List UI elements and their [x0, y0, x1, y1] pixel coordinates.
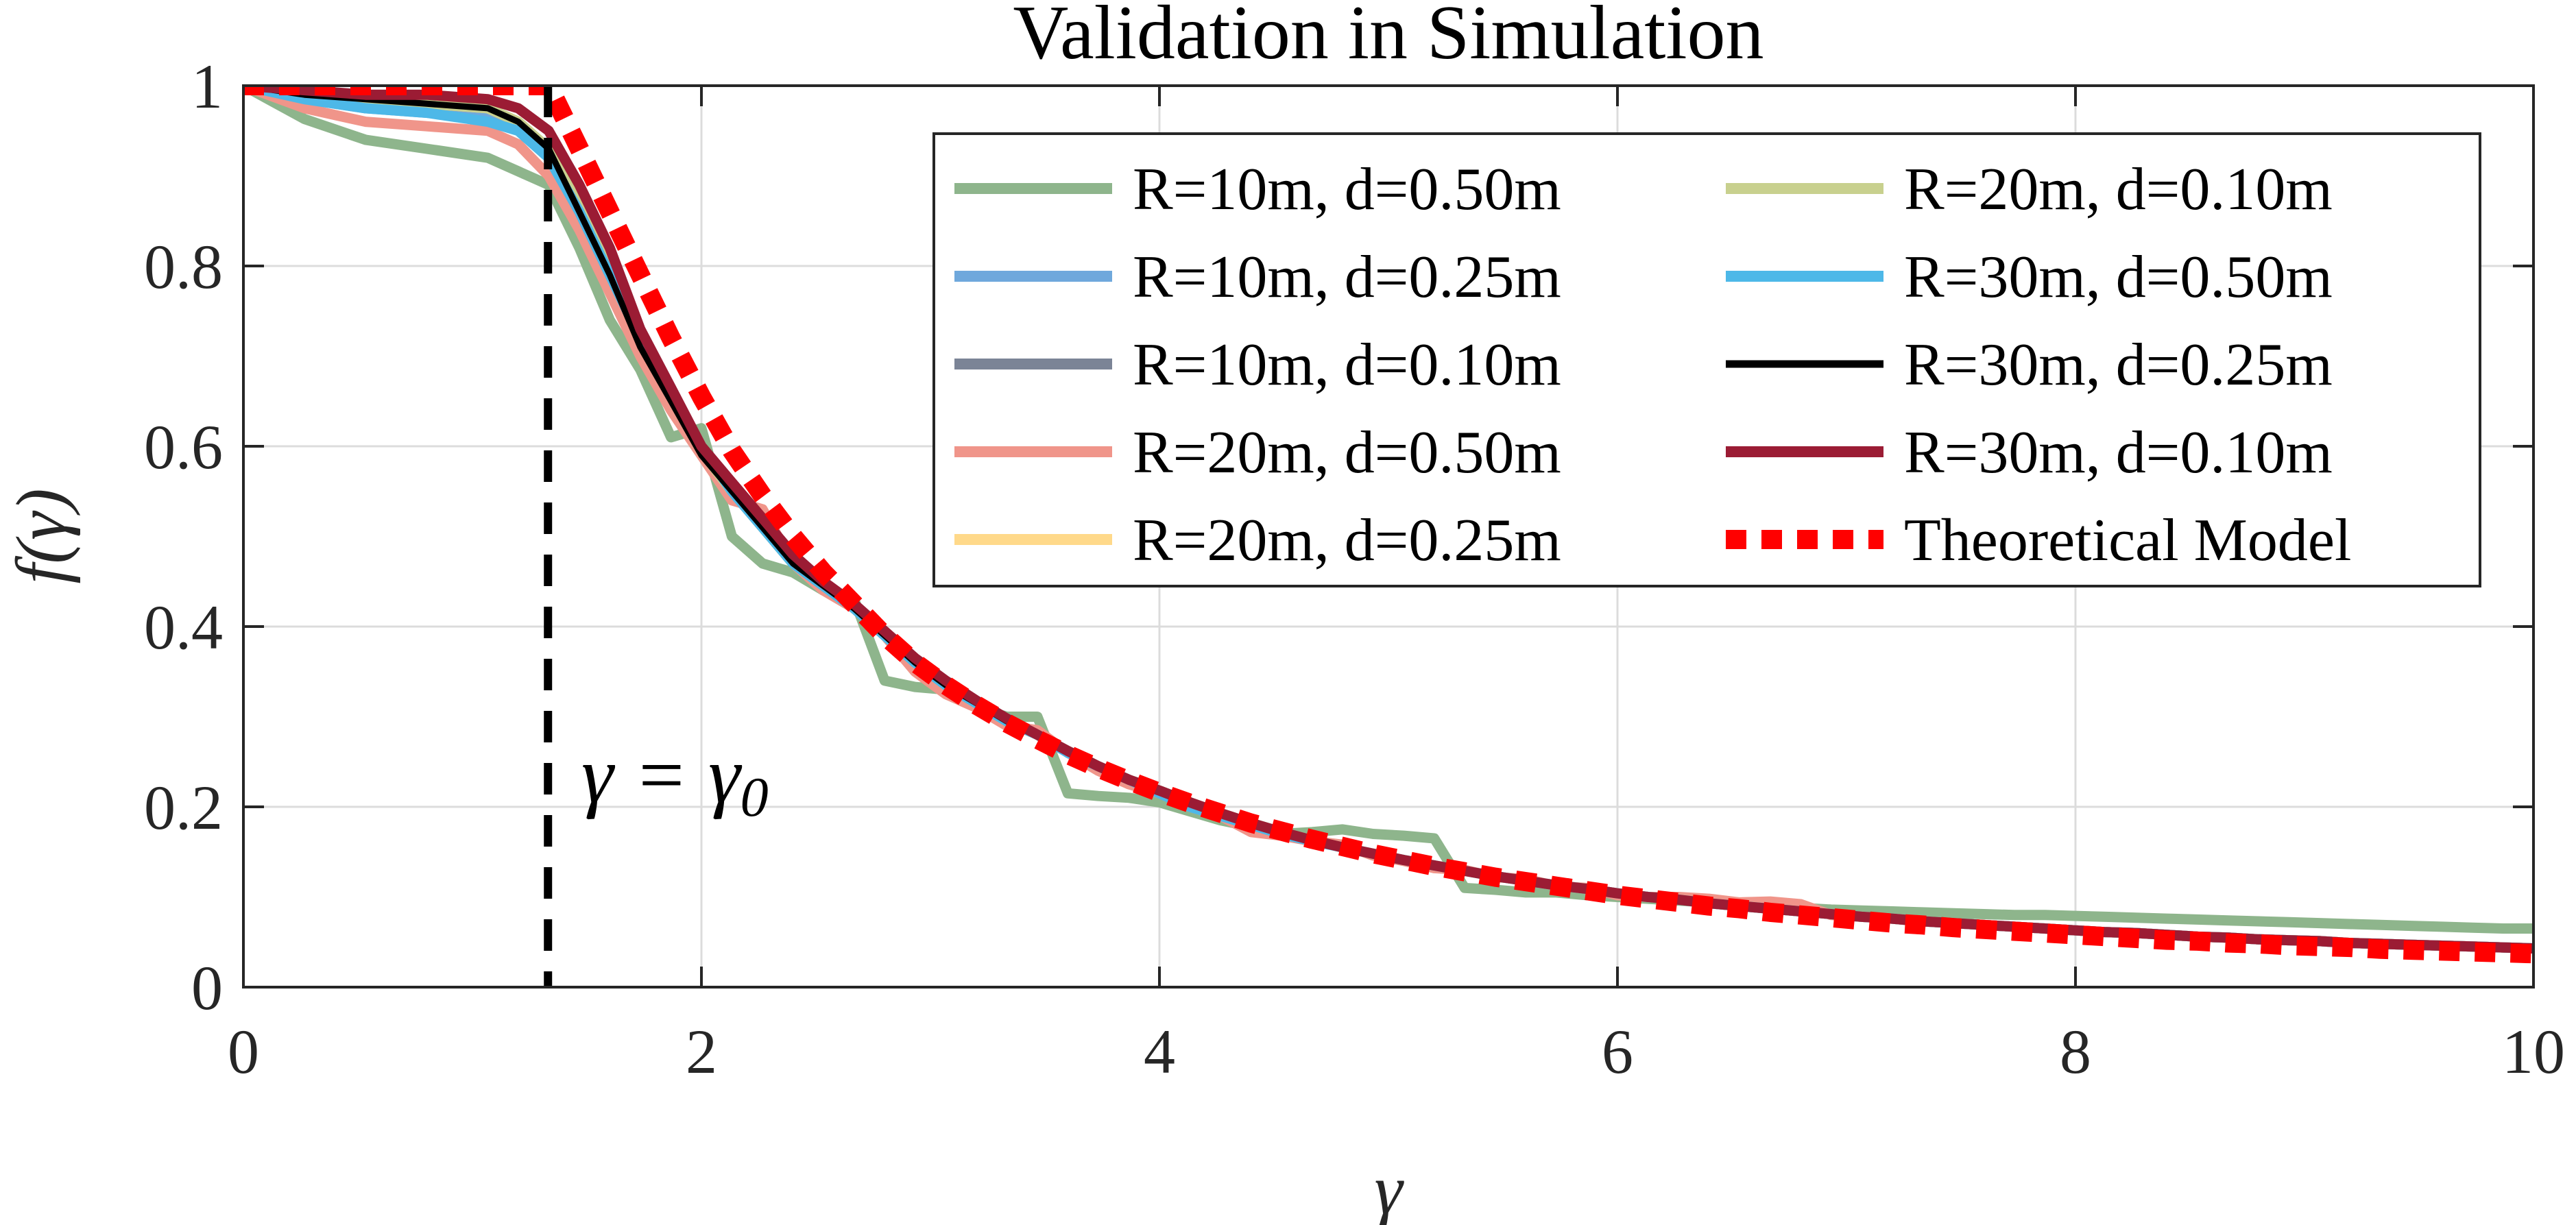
- series-layer: [243, 86, 2533, 964]
- y-tick-label: 0.2: [144, 773, 223, 842]
- gamma0-subscript: 0: [741, 766, 769, 828]
- legend-label-10: Theoretical Model: [1904, 507, 2351, 574]
- y-tick-label: 0.8: [144, 232, 223, 302]
- legend-label-6: R=20m, d=0.10m: [1904, 156, 2333, 223]
- series-line-10: [243, 86, 2533, 964]
- x-tick-label: 0: [228, 1017, 259, 1087]
- legend-label-5: R=20m, d=0.25m: [1133, 507, 1561, 574]
- ticks: 0 2 4 6 8 10 0 0.2 0.4 0.6 0.8 1: [144, 51, 2565, 1087]
- legend-label-2: R=10m, d=0.25m: [1133, 244, 1561, 311]
- x-tick-label: 6: [1602, 1017, 1633, 1087]
- x-axis-label: γ: [1375, 1150, 1405, 1225]
- legend-label-7: R=30m, d=0.50m: [1904, 244, 2333, 311]
- legend-label-4: R=20m, d=0.50m: [1133, 420, 1561, 486]
- legend-label-8: R=30m, d=0.25m: [1904, 332, 2333, 398]
- y-tick-label: 0: [191, 953, 223, 1023]
- legend-label-3: R=10m, d=0.10m: [1133, 332, 1561, 398]
- legend-box: [932, 132, 2481, 587]
- chart-title: Validation in Simulation: [1013, 0, 1764, 75]
- y-axis-label: f(γ): [2, 488, 81, 583]
- legend: R=10m, d=0.50m R=10m, d=0.25m R=10m, d=0.1…: [932, 132, 2481, 587]
- y-tick-label: 0.6: [144, 412, 223, 482]
- x-tick-label: 10: [2502, 1017, 2565, 1087]
- x-tick-label: 4: [1144, 1017, 1175, 1087]
- legend-label-1: R=10m, d=0.50m: [1133, 156, 1561, 223]
- gamma0-annotation: γ = γ0: [581, 730, 769, 828]
- y-tick-label: 1: [191, 51, 223, 121]
- axes-box: [242, 84, 2535, 989]
- y-tick-label: 0.4: [144, 592, 223, 662]
- x-tick-label: 8: [2060, 1017, 2091, 1087]
- legend-label-9: R=30m, d=0.10m: [1904, 420, 2333, 486]
- x-tick-label: 2: [686, 1017, 717, 1087]
- axes: [242, 84, 2535, 989]
